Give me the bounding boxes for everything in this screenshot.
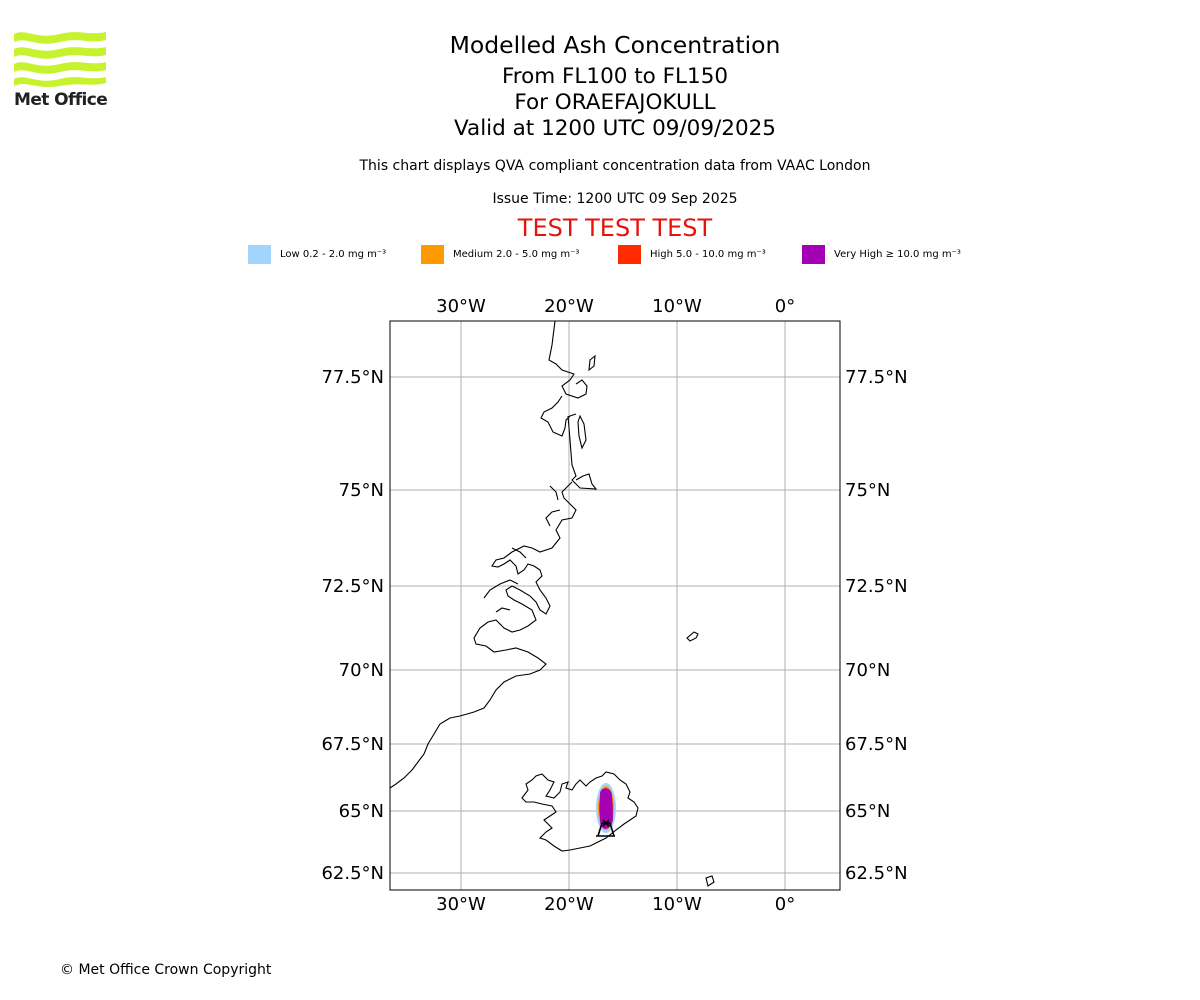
lon-tick-bottom: 30°W — [436, 894, 486, 915]
coastlines — [389, 320, 715, 887]
faroe-islands — [705, 875, 715, 887]
flight-levels: From FL100 to FL150 — [501, 64, 729, 89]
lon-tick-bottom: 20°W — [544, 894, 594, 915]
legend-item-low: Low 0.2 - 2.0 mg m⁻³ — [248, 244, 386, 264]
lat-tick-right: 70°N — [845, 660, 890, 681]
jan-mayen — [686, 631, 699, 642]
met-office-wave-icon — [14, 32, 106, 87]
greenland-fjords — [483, 485, 561, 613]
map-gridlines — [390, 321, 840, 890]
greenland-coast — [389, 320, 598, 789]
lat-tick-right: 65°N — [845, 801, 890, 822]
ash-plume — [596, 783, 616, 837]
volcano-name: For ORAEFAJOKULL — [514, 90, 716, 115]
copyright-notice: © Met Office Crown Copyright — [60, 962, 272, 978]
lat-tick-left: 70°N — [339, 660, 384, 681]
legend-label-high: High 5.0 - 10.0 mg m⁻³ — [650, 248, 766, 260]
volcano-icon — [596, 819, 615, 837]
legend-label-medium: Medium 2.0 - 5.0 mg m⁻³ — [453, 248, 580, 260]
map-frame — [389, 320, 841, 891]
lat-tick-left: 77.5°N — [321, 367, 384, 388]
legend-swatch-low — [248, 244, 271, 264]
lon-tick-top: 0° — [775, 296, 795, 317]
met-office-logo: Met Office — [14, 30, 114, 112]
legend-swatch-medium — [421, 244, 444, 264]
iceland-coast — [521, 771, 639, 852]
svalbard-islet — [588, 354, 596, 372]
lon-tick-bottom: 0° — [775, 894, 795, 915]
ash-map: 30°W 20°W 10°W 0° 30°W 20°W 10°W 0° 77.5… — [321, 296, 908, 915]
legend-label-very-high: Very High ≥ 10.0 mg m⁻³ — [834, 248, 961, 260]
legend-swatch-very-high — [802, 244, 825, 264]
lat-tick-left: 72.5°N — [321, 576, 384, 597]
lat-tick-left: 75°N — [339, 480, 384, 501]
greenland-island — [577, 414, 587, 450]
valid-time: Valid at 1200 UTC 09/09/2025 — [453, 116, 776, 141]
concentration-legend: Low 0.2 - 2.0 mg m⁻³ Medium 2.0 - 5.0 mg… — [248, 244, 1008, 264]
legend-item-high: High 5.0 - 10.0 mg m⁻³ — [618, 244, 766, 264]
logo-wordmark: Met Office — [14, 90, 108, 110]
lat-tick-right: 72.5°N — [845, 576, 908, 597]
lon-tick-top: 10°W — [652, 296, 702, 317]
test-banner: TEST TEST TEST — [517, 214, 713, 242]
legend-item-very-high: Very High ≥ 10.0 mg m⁻³ — [802, 244, 961, 264]
ash-very-high-contour — [600, 788, 613, 829]
lat-tick-left: 67.5°N — [321, 734, 384, 755]
lat-tick-right: 67.5°N — [845, 734, 908, 755]
legend-item-medium: Medium 2.0 - 5.0 mg m⁻³ — [421, 244, 579, 264]
legend-label-low: Low 0.2 - 2.0 mg m⁻³ — [280, 248, 387, 260]
compliance-note: This chart displays QVA compliant concen… — [359, 158, 871, 174]
lat-tick-left: 62.5°N — [321, 863, 384, 884]
lat-tick-right: 62.5°N — [845, 863, 908, 884]
chart-title: Modelled Ash Concentration — [449, 31, 781, 59]
lon-tick-top: 20°W — [544, 296, 594, 317]
lat-tick-right: 77.5°N — [845, 367, 908, 388]
lon-tick-bottom: 10°W — [652, 894, 702, 915]
issue-time: Issue Time: 1200 UTC 09 Sep 2025 — [492, 191, 738, 207]
legend-swatch-high — [618, 244, 641, 264]
lat-tick-left: 65°N — [339, 801, 384, 822]
lat-tick-right: 75°N — [845, 480, 890, 501]
lon-tick-top: 30°W — [436, 296, 486, 317]
